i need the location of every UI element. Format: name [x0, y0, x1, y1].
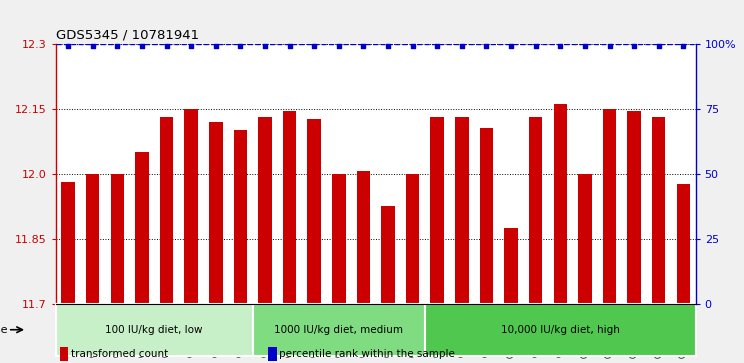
Text: GDS5345 / 10781941: GDS5345 / 10781941 [56, 28, 199, 41]
Bar [332, 174, 345, 304]
Point [259, 43, 271, 49]
Point [677, 43, 689, 49]
Text: transformed count: transformed count [71, 349, 168, 359]
Point [136, 43, 148, 49]
Bar [480, 128, 493, 304]
Bar [135, 152, 149, 304]
Point [554, 43, 566, 49]
Point [481, 43, 493, 49]
Bar [307, 119, 321, 304]
Point [603, 43, 615, 49]
Bar [627, 111, 641, 304]
Bar [283, 111, 296, 304]
Bar [431, 117, 444, 304]
Bar [61, 182, 75, 304]
Point [628, 43, 640, 49]
Point [432, 43, 443, 49]
Point [382, 43, 394, 49]
Point [652, 43, 664, 49]
Bar [425, 304, 696, 356]
Bar [111, 174, 124, 304]
Bar [356, 171, 371, 304]
Point [87, 43, 99, 49]
Bar [455, 117, 469, 304]
Bar [406, 174, 420, 304]
Bar [529, 117, 542, 304]
Bar [258, 117, 272, 304]
Text: 10,000 IU/kg diet, high: 10,000 IU/kg diet, high [501, 325, 620, 335]
Bar [603, 109, 616, 304]
Point [234, 43, 246, 49]
Point [530, 43, 542, 49]
Point [456, 43, 468, 49]
Point [62, 43, 74, 49]
Bar [676, 184, 690, 304]
Point [333, 43, 344, 49]
Text: percentile rank within the sample: percentile rank within the sample [279, 349, 455, 359]
Bar [504, 228, 518, 304]
Point [112, 43, 124, 49]
Bar [578, 174, 591, 304]
Point [185, 43, 197, 49]
Bar [185, 109, 198, 304]
Point [505, 43, 517, 49]
Text: 1000 IU/kg diet, medium: 1000 IU/kg diet, medium [275, 325, 403, 335]
Point [308, 43, 320, 49]
Point [210, 43, 222, 49]
Point [407, 43, 419, 49]
Point [161, 43, 173, 49]
Bar [652, 117, 665, 304]
Bar [56, 304, 253, 356]
Text: dose: dose [0, 325, 7, 335]
Bar [234, 130, 247, 304]
Bar [253, 304, 425, 356]
Point [579, 43, 591, 49]
Bar [209, 122, 222, 304]
Bar [160, 117, 173, 304]
Point [357, 43, 369, 49]
Bar [86, 174, 100, 304]
Point [283, 43, 295, 49]
Bar [554, 104, 567, 304]
Text: 100 IU/kg diet, low: 100 IU/kg diet, low [106, 325, 203, 335]
Bar [381, 206, 395, 304]
